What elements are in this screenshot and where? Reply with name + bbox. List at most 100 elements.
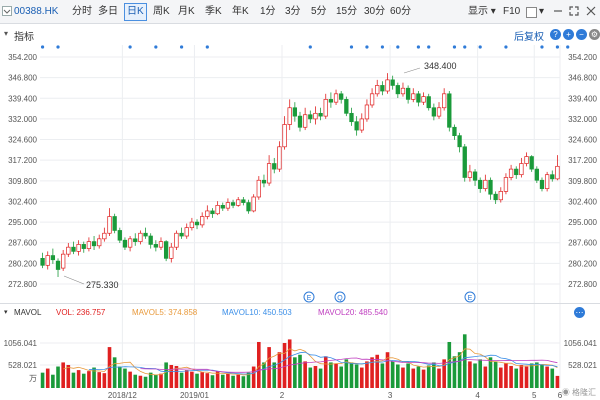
tab-3min[interactable]: 3分 [285, 6, 301, 17]
volume-bar[interactable] [257, 341, 261, 388]
volume-bar[interactable] [529, 363, 534, 388]
volume-bar[interactable] [277, 352, 282, 388]
candle[interactable] [297, 111, 303, 132]
volume-bar[interactable] [401, 367, 405, 388]
candle[interactable] [349, 107, 354, 126]
candle[interactable] [467, 164, 473, 182]
volume-bar[interactable] [236, 374, 241, 388]
tab-intraday[interactable]: 分时 [72, 6, 92, 17]
candle[interactable] [524, 152, 529, 167]
candle[interactable] [143, 227, 148, 239]
candle[interactable] [215, 201, 220, 216]
candle[interactable] [220, 202, 225, 211]
volume-bar[interactable] [190, 371, 194, 388]
event-dot[interactable] [478, 45, 482, 49]
f10-button[interactable]: F10 [503, 6, 521, 17]
candle[interactable] [328, 92, 334, 108]
candle[interactable] [127, 236, 133, 252]
volume-bar[interactable] [329, 362, 333, 388]
tab-quarterly-k[interactable]: 季K [205, 6, 222, 17]
candle[interactable] [395, 82, 400, 98]
volume-bar[interactable] [334, 363, 338, 388]
adjust-button[interactable]: 后复权 [514, 32, 544, 43]
event-dot[interactable] [416, 45, 421, 49]
candle[interactable] [158, 237, 164, 250]
candle[interactable] [107, 208, 112, 237]
candle[interactable] [483, 174, 488, 192]
candle[interactable] [457, 132, 462, 153]
candle[interactable] [112, 213, 117, 234]
symbol-label[interactable]: 00388.HK [14, 6, 59, 17]
candle[interactable] [287, 99, 292, 131]
volume-bar[interactable] [555, 375, 560, 388]
volume-toggle-icon[interactable]: ▾ [4, 309, 8, 316]
candle[interactable] [555, 155, 560, 181]
tab-multi-day[interactable]: 多日 [98, 6, 118, 17]
volume-bar[interactable] [344, 359, 349, 388]
volume-bar[interactable] [298, 354, 302, 388]
candle[interactable] [529, 155, 534, 172]
volume-bar[interactable] [483, 366, 488, 388]
settings-icon[interactable]: ⚙ [589, 29, 600, 40]
candle[interactable] [261, 174, 267, 188]
volume-bar[interactable] [462, 334, 467, 388]
candle[interactable] [210, 208, 215, 218]
candle[interactable] [246, 199, 251, 214]
volume-bar[interactable] [550, 368, 555, 388]
volume-bar[interactable] [514, 368, 519, 388]
volume-bar[interactable] [545, 366, 549, 388]
volume-bar[interactable] [385, 352, 390, 388]
volume-bar[interactable] [133, 374, 138, 388]
volume-bar[interactable] [251, 366, 256, 388]
candle[interactable] [318, 107, 323, 121]
volume-bar[interactable] [447, 341, 452, 388]
candle[interactable] [416, 91, 421, 107]
candle[interactable] [189, 217, 195, 231]
volume-bar[interactable] [535, 362, 539, 388]
volume-bar[interactable] [370, 357, 374, 388]
volume-bar[interactable] [509, 366, 513, 388]
candle[interactable] [544, 171, 550, 192]
volume-bar[interactable] [61, 362, 65, 388]
candle[interactable] [514, 166, 519, 179]
volume-bar[interactable] [118, 366, 122, 388]
candle[interactable] [148, 233, 153, 249]
candle[interactable] [76, 240, 81, 256]
candle[interactable] [519, 157, 524, 178]
volume-bar[interactable] [375, 354, 380, 388]
event-dot[interactable] [380, 45, 384, 49]
candle[interactable] [163, 240, 169, 262]
volume-bar[interactable] [184, 370, 189, 388]
volume-bar[interactable] [169, 364, 174, 388]
tab-30min[interactable]: 30分 [364, 6, 386, 17]
candle[interactable] [45, 251, 50, 270]
candle[interactable] [40, 252, 45, 269]
candle[interactable] [534, 166, 539, 184]
candle[interactable] [194, 219, 200, 230]
volume-bar[interactable] [540, 364, 544, 388]
volume-bar[interactable] [365, 361, 369, 388]
volume-bar[interactable] [303, 361, 307, 388]
volume-bar[interactable] [195, 373, 199, 388]
add-icon[interactable]: + [563, 29, 574, 40]
candle[interactable] [488, 177, 493, 200]
volume-bar[interactable] [498, 367, 503, 388]
volume-bar[interactable] [87, 371, 91, 388]
candle[interactable] [539, 177, 545, 192]
event-dot[interactable] [427, 45, 431, 49]
minimize-icon[interactable] [552, 5, 564, 17]
volume-bar[interactable] [432, 362, 436, 388]
candle[interactable] [478, 177, 483, 193]
volume-bar[interactable] [421, 369, 426, 388]
tab-daily-k[interactable]: 日K [124, 3, 147, 21]
volume-bar[interactable] [56, 366, 60, 388]
volume-bar[interactable] [154, 374, 158, 388]
volume-bar[interactable] [97, 372, 102, 388]
candle[interactable] [390, 75, 395, 90]
volume-bar[interactable] [138, 375, 143, 388]
candle[interactable] [55, 258, 61, 278]
volume-bar[interactable] [81, 373, 86, 388]
candle[interactable] [447, 91, 452, 132]
event-dot[interactable] [154, 45, 158, 49]
